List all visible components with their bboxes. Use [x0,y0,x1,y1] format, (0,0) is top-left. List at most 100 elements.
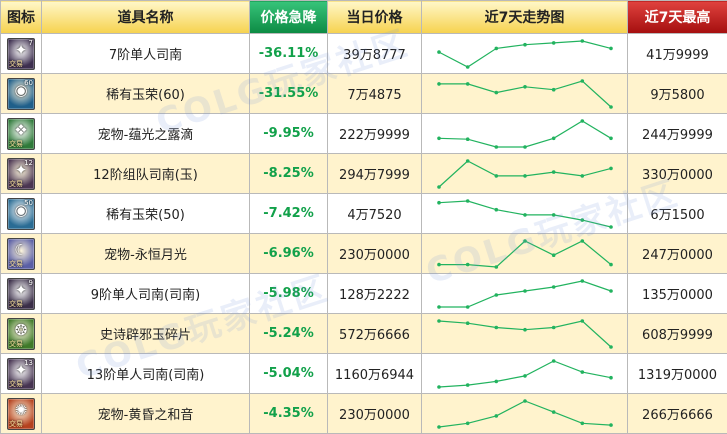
item-glyph: ◉ [14,200,28,219]
trend-cell [421,273,628,314]
trend-point [522,238,527,243]
trend-point [465,262,469,266]
price-change: -5.04% [249,353,328,394]
table-row[interactable]: ❖ 交易 宠物-蕴光之露滴 -9.95% 222万9999 244万9999 [0,113,727,154]
trend-sparkline [436,158,613,189]
current-price: 4万7520 [327,193,422,234]
trend-point [522,288,527,293]
current-price: 230万0000 [327,393,422,434]
trend-point [465,382,469,387]
item-level: 50 [24,198,33,207]
table-row[interactable]: ◉ 60 稀有玉荣(60) -31.55% 7万4875 9万5800 [0,73,727,114]
trend-point [580,173,584,178]
seven-day-high: 1319万0000 [627,353,727,394]
trend-point [494,292,498,297]
item-level: 60 [24,78,33,87]
sword-icon: ✦ 12 交易 [7,157,35,190]
trend-point [494,264,498,269]
trend-line [438,399,611,428]
header-trend: 近7天走势图 [421,0,628,34]
table-row[interactable]: ❂ 交易 史诗辟邪玉碎片 -5.24% 572万6666 608万9999 [0,313,727,354]
trend-point [436,136,441,140]
item-glyph: ✺ [14,400,28,419]
table-row[interactable]: ✦ 9 交易 9阶单人司南(司南) -5.98% 128万2222 135万0000 [0,273,727,314]
trend-line [438,159,611,187]
seven-day-high: 266万6666 [627,393,727,434]
trend-cell [421,233,628,274]
table-row[interactable]: ✺ 交易 宠物-黄昏之和音 -4.35% 230万0000 266万6666 [0,393,727,434]
trend-point [465,64,469,69]
icon-cell: ✺ 交易 [0,393,42,434]
trend-point [580,318,584,323]
trend-point [551,284,555,289]
header-icon: 图标 [0,0,42,34]
table-row[interactable]: ✦ 7 交易 7阶单人司南 -36.11% 39万8777 41万9999 [0,33,727,74]
seven-day-high: 608万9999 [627,313,727,354]
trend-point [522,398,527,403]
jade-orb-icon: ◉ 60 [7,77,35,110]
trend-sparkline [436,278,613,309]
item-glyph: ✦ [14,40,28,59]
icon-cell: ✦ 13 交易 [0,353,42,394]
current-price: 128万2222 [327,273,422,314]
icon-cell: ☾ 交易 [0,233,42,274]
trend-point [551,40,555,45]
icon-cell: ✦ 9 交易 [0,273,42,314]
table-row[interactable]: ☾ 交易 宠物-永恒月光 -6.96% 230万0000 247万0000 [0,233,727,274]
trend-point [551,169,555,174]
sword-icon: ✦ 9 交易 [7,277,35,310]
icon-cell: ◉ 60 [0,73,42,114]
header-change: 价格急降 [249,0,328,34]
item-trade-tag: 交易 [9,259,23,268]
item-glyph: ❂ [14,320,28,339]
current-price: 222万9999 [327,113,422,154]
current-price: 39万8777 [327,33,422,74]
trend-point [494,207,498,211]
item-trade-tag: 交易 [9,59,23,68]
trend-sparkline [436,78,613,109]
trend-point [465,421,469,425]
trend-point [580,238,584,243]
trend-sparkline [436,38,613,69]
current-price: 294万7999 [327,153,422,194]
trend-point [551,252,555,257]
trend-point [522,212,527,217]
trend-point [465,198,469,203]
trend-line [438,119,611,148]
trend-point [522,42,527,46]
trend-point [494,144,498,149]
seven-day-high: 247万0000 [627,233,727,274]
trend-sparkline [436,198,613,229]
trend-cell [421,393,628,434]
item-glyph: ✦ [14,360,28,379]
trend-line [438,239,611,268]
header-name: 道具名称 [41,0,250,34]
seven-day-high: 244万9999 [627,113,727,154]
item-name: 13阶单人司南(司南) [41,353,250,394]
trend-point [436,49,441,54]
current-price: 572万6666 [327,313,422,354]
item-name: 史诗辟邪玉碎片 [41,313,250,354]
item-trade-tag: 交易 [9,379,23,388]
item-level: 7 [28,38,33,47]
jade-fragment-icon: ❂ 交易 [7,317,35,350]
item-trade-tag: 交易 [9,339,23,348]
icon-cell: ◉ 50 [0,193,42,234]
table-row[interactable]: ✦ 13 交易 13阶单人司南(司南) -5.04% 1160万6944 1319万0000 [0,353,727,394]
table-row[interactable]: ◉ 50 稀有玉荣(50) -7.42% 4万7520 6万1500 [0,193,727,234]
table-row[interactable]: ✦ 12 交易 12阶组队司南(玉) -8.25% 294万7999 330万0000 [0,153,727,194]
trend-point [580,278,584,283]
trend-point [436,384,441,389]
trend-point [494,173,498,178]
jade-orb-icon: ◉ 50 [7,197,35,230]
trend-point [551,325,555,329]
trend-point [436,200,441,204]
item-name: 稀有玉荣(60) [41,73,250,114]
trend-point [436,304,441,309]
trend-point [551,87,555,91]
seven-day-high: 41万9999 [627,33,727,74]
trend-point [522,173,527,178]
icon-cell: ❖ 交易 [0,113,42,154]
trend-point [436,81,441,86]
